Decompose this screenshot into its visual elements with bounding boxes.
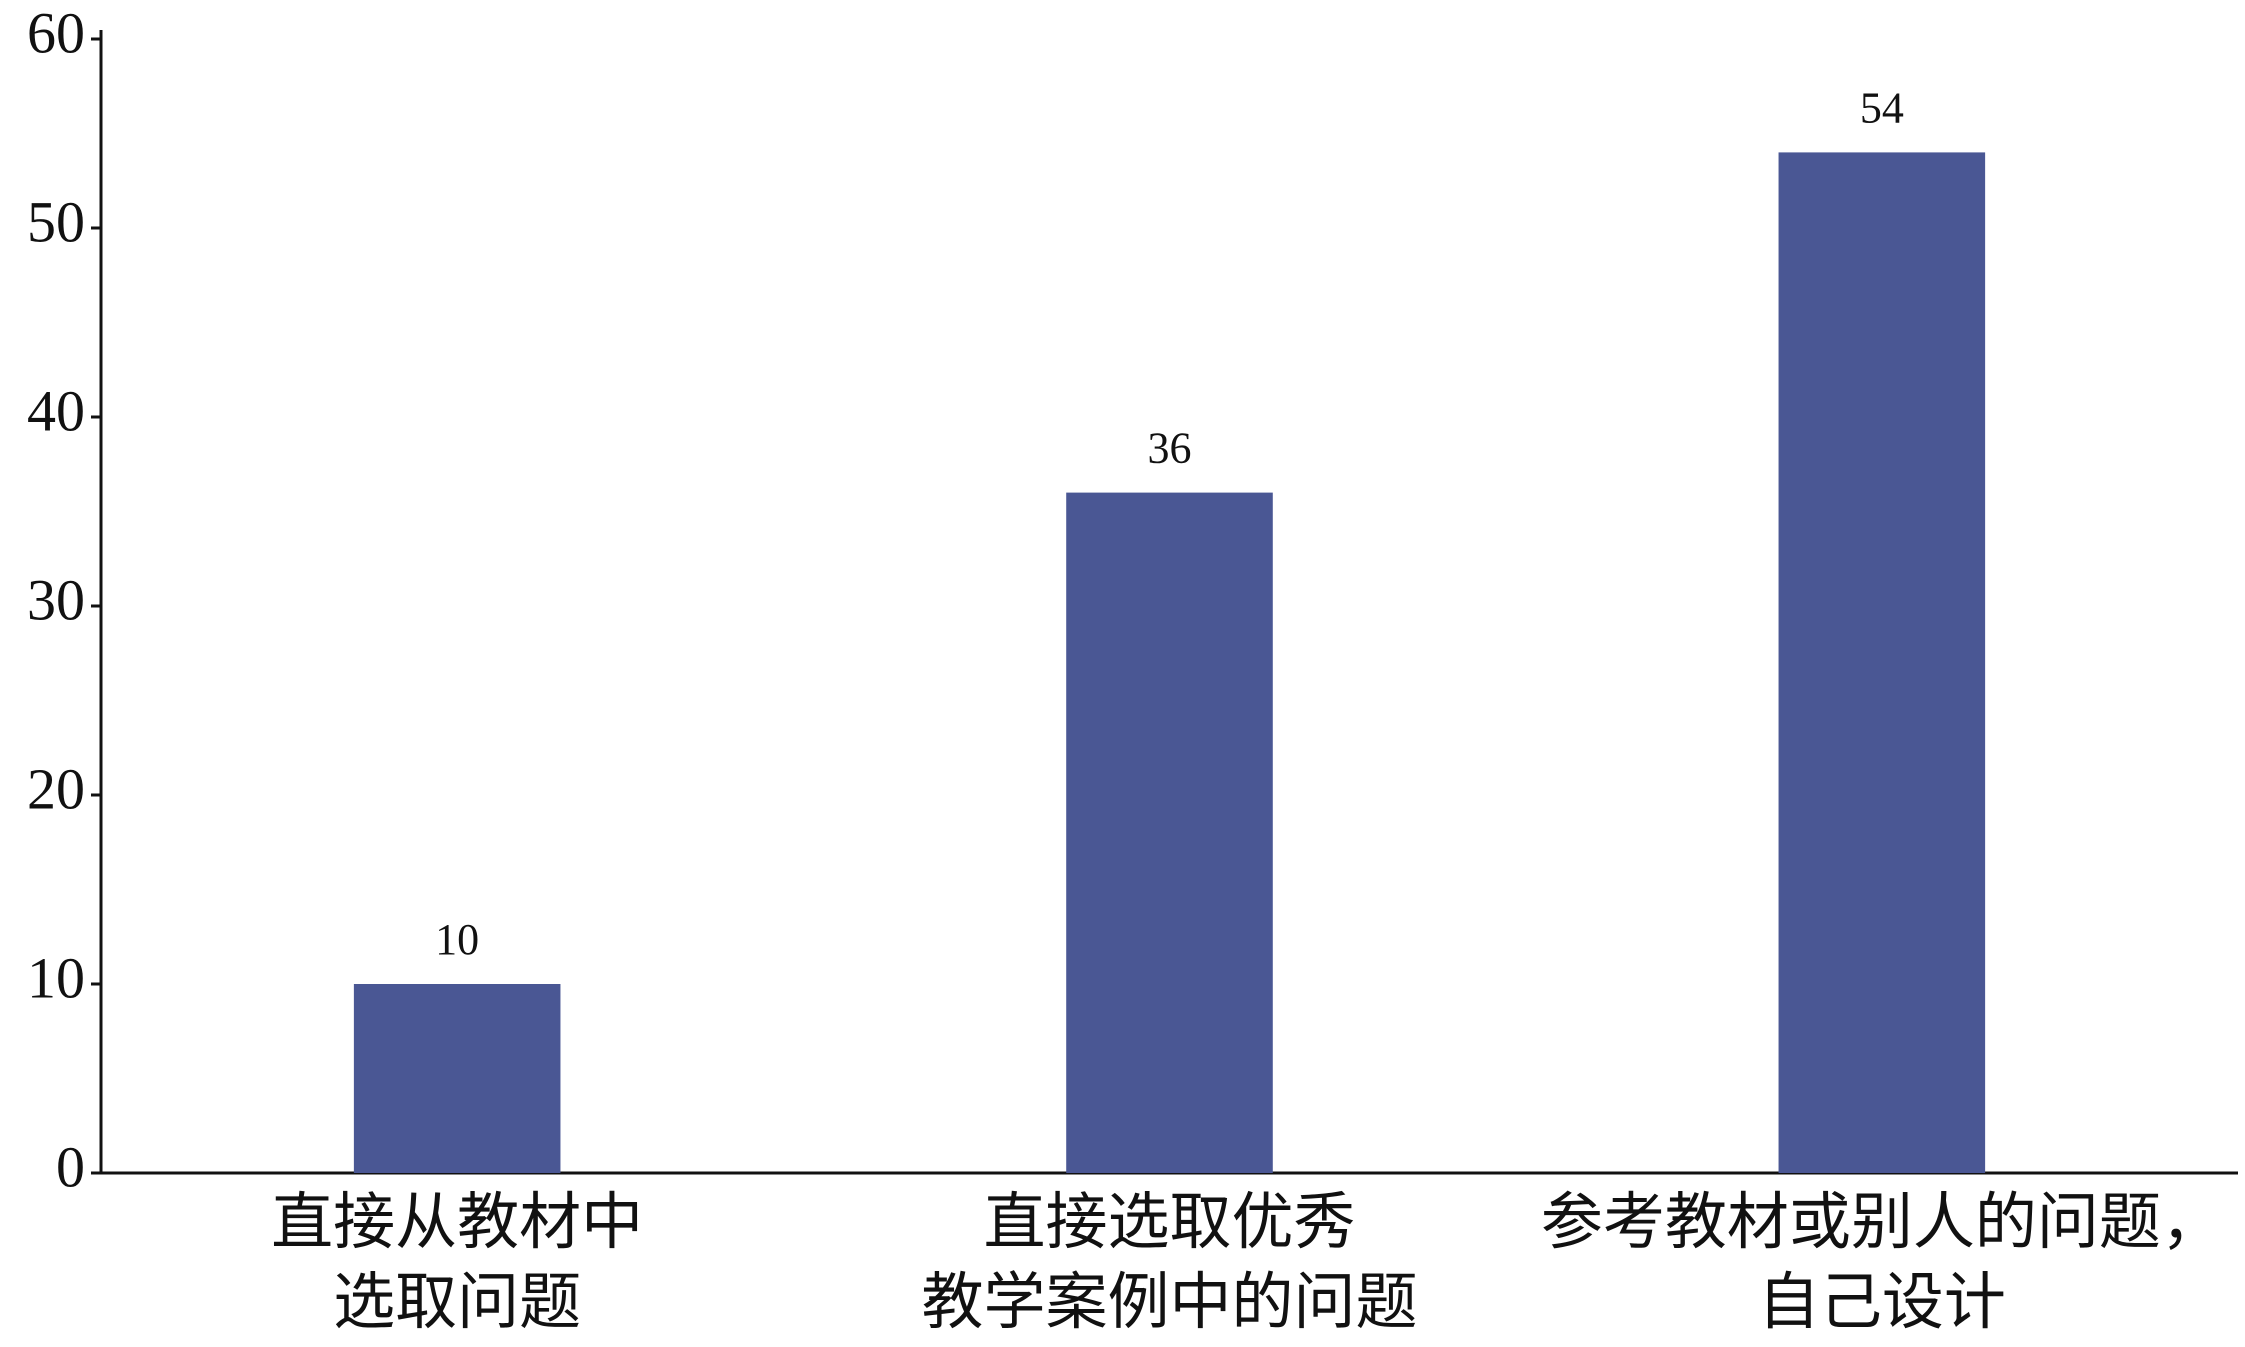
y-tick-label: 0 (56, 1134, 85, 1199)
y-tick-label: 30 (27, 567, 85, 632)
x-tick-label: 自己设计 (1758, 1269, 2006, 1337)
y-tick-label: 10 (27, 945, 85, 1010)
x-tick-label: 直接选取优秀 (983, 1189, 1355, 1257)
value-label: 54 (1860, 83, 1904, 132)
y-tick-label: 20 (27, 756, 85, 821)
bar (1778, 152, 1986, 1173)
y-tick-label: 40 (27, 378, 85, 443)
x-tick-label: 直接从教材中 (271, 1189, 643, 1257)
y-tick-label: 60 (27, 0, 85, 65)
value-label: 36 (1148, 424, 1192, 473)
value-label: 10 (435, 915, 479, 964)
y-tick-label: 50 (27, 189, 85, 254)
x-tick-label: 教学案例中的问题 (921, 1269, 1417, 1337)
x-tick-label: 参考教材或别人的问题， (1541, 1189, 2223, 1257)
x-tick-label: 选取问题 (333, 1269, 581, 1337)
bar (1066, 492, 1273, 1174)
bar (353, 984, 561, 1173)
